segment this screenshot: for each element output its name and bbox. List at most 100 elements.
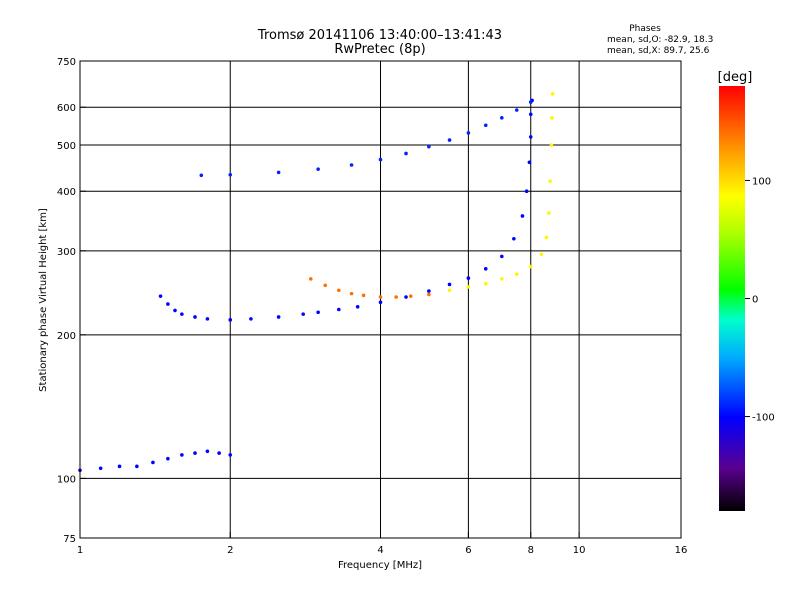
data-point [527, 160, 532, 165]
data-point [337, 288, 341, 293]
data-point [408, 294, 413, 298]
data-point [276, 315, 281, 319]
data-point [447, 288, 452, 293]
x-tick-label: 8 [528, 545, 534, 556]
colorbar: [deg] 100 0 -100 [718, 70, 775, 511]
colorbar-tick-label: -100 [752, 413, 775, 424]
data-point [544, 235, 549, 240]
data-point [483, 123, 488, 128]
data-point [349, 291, 354, 296]
data-point [180, 453, 184, 457]
data-point [228, 453, 233, 457]
data-point [500, 277, 504, 281]
grid [80, 61, 681, 538]
data-point [378, 300, 383, 305]
phase-stats: Phases mean, sd,O: -82.9, 18.3 mean, sd,… [607, 24, 713, 56]
data-point [514, 108, 519, 112]
data-point [528, 264, 533, 269]
data-point [158, 294, 163, 298]
data-point [361, 293, 366, 298]
data-point [528, 135, 533, 139]
data-point [323, 283, 328, 288]
data-point [500, 254, 504, 259]
phases-header: Phases [629, 24, 661, 34]
data-point [378, 295, 383, 299]
data-point [539, 252, 544, 257]
data-point [205, 449, 210, 454]
data-point [547, 211, 551, 215]
data-point [549, 143, 554, 147]
colorbar-tick-label: 100 [752, 176, 771, 187]
chart-subtitle: RwPretec (8p) [334, 42, 425, 57]
data-point [483, 267, 488, 271]
data-point [528, 100, 533, 104]
y-axis-label: Stationary phase Virtual Height [km] [38, 208, 49, 392]
data-points [78, 92, 555, 473]
data-point [166, 302, 170, 306]
data-point [550, 92, 555, 96]
data-point [483, 281, 488, 286]
x-axis-label: Frequency [MHz] [338, 560, 422, 571]
data-point [316, 167, 320, 171]
data-point [427, 144, 431, 149]
data-point [404, 151, 408, 156]
data-point [151, 460, 155, 465]
data-point [98, 466, 103, 471]
data-point [404, 295, 408, 299]
data-point [337, 307, 341, 312]
data-point [316, 310, 320, 315]
data-point [217, 451, 221, 455]
x-ticks: 1 2 4 6 8 10 16 [77, 532, 688, 556]
data-point [199, 173, 204, 178]
y-tick-label: 500 [57, 141, 76, 152]
y-tick-label: 600 [57, 103, 76, 114]
data-point [520, 214, 525, 218]
data-point [378, 157, 383, 162]
colorbar-gradient [719, 86, 745, 511]
colorbar-ticks: 100 0 -100 [745, 176, 775, 424]
data-point [514, 272, 519, 276]
data-point [394, 295, 398, 299]
data-point [173, 308, 177, 313]
data-point [427, 292, 431, 297]
x-tick-label: 16 [675, 545, 688, 556]
y-tick-label: 750 [57, 57, 76, 68]
data-point [205, 317, 210, 321]
phase-stat-x: mean, sd,X: 89.7, 25.6 [607, 46, 710, 56]
data-point [355, 304, 360, 309]
data-point [528, 112, 533, 117]
data-point [228, 172, 233, 177]
x-tick-label: 2 [227, 545, 233, 556]
y-tick-label: 400 [57, 187, 76, 198]
y-tick-label: 100 [57, 474, 76, 485]
data-point [512, 236, 516, 241]
data-point [447, 282, 452, 287]
data-point [180, 312, 184, 316]
data-point [276, 170, 281, 175]
data-point [548, 179, 552, 183]
x-tick-label: 6 [465, 545, 471, 556]
data-point [228, 318, 233, 322]
data-point [135, 464, 139, 469]
y-tick-label: 75 [63, 534, 76, 545]
data-point [466, 276, 471, 280]
data-point [550, 116, 554, 120]
data-point [117, 464, 122, 469]
phase-stat-o: mean, sd,O: -82.9, 18.3 [607, 35, 713, 45]
x-tick-label: 4 [377, 545, 383, 556]
data-point [349, 163, 354, 167]
data-point [193, 315, 197, 319]
colorbar-tick-label: 0 [752, 295, 758, 306]
x-tick-label: 1 [77, 545, 83, 556]
data-point [524, 189, 529, 194]
x-tick-label: 10 [573, 545, 586, 556]
data-point [466, 285, 471, 289]
data-point [427, 289, 431, 293]
title-block: Tromsø 20141106 13:40:00–13:41:43 RwPret… [257, 28, 502, 57]
data-point [166, 456, 170, 461]
data-point [466, 131, 471, 135]
data-point [301, 312, 305, 316]
chart-title: Tromsø 20141106 13:40:00–13:41:43 [257, 28, 502, 43]
data-point [249, 317, 253, 321]
